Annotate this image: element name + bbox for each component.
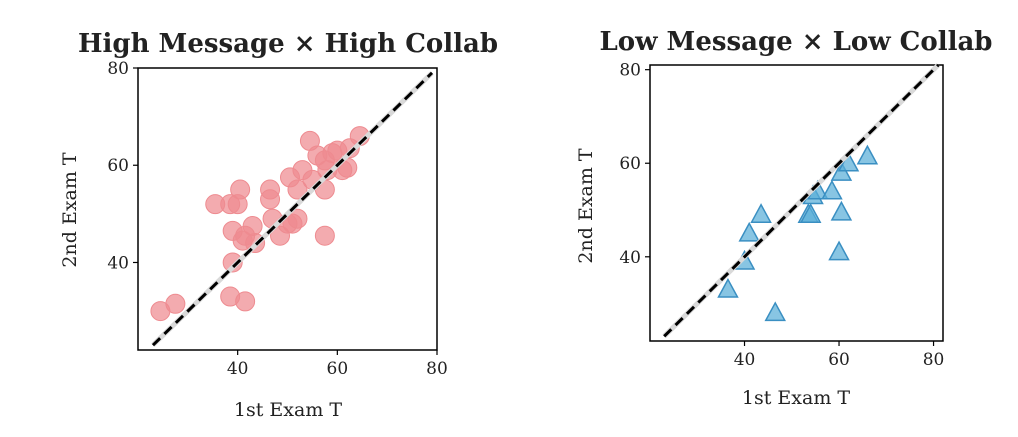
chart-1-x-tick-label: 40 [227,359,249,379]
chart-1-x-tick-label: 80 [426,359,448,379]
chart-1-y-tick-label: 40 [107,253,129,273]
chart-2-data-point [830,200,853,221]
chart-2-data-point [821,179,843,200]
chart-2-xlabel: 1st Exam T [742,387,850,409]
chart-1-data-point [222,252,243,273]
chart-2-ylabel: 2nd Exam T [575,148,597,263]
chart-2-x-tick-label: 80 [923,350,945,370]
chart-2-y-tick-label: 80 [619,61,641,81]
chart-2-plot: 40 60 80 40 60 80 [619,61,944,370]
chart-2-data-point [738,221,761,242]
chart-1-data-point [165,293,186,314]
chart-2-data-point [764,301,786,322]
chart-1-xlabel: 1st Exam T [234,399,342,421]
chart-1-data-point [260,189,281,210]
chart-2-data-point [717,277,739,298]
chart-1-reference-line [151,71,434,347]
chart-2-y-tick-label: 40 [619,248,641,268]
chart-2-data-point [799,203,822,223]
chart-1-x-tick-label: 60 [327,359,349,379]
chart-1-frame [137,67,438,351]
chart-1-data-point [230,179,251,200]
chart-2-data-point [856,144,879,165]
chart-2-data-point [750,203,772,223]
chart-1-ylabel: 2nd Exam T [59,152,81,267]
chart-1-data-point [314,225,335,246]
chart-2-frame [649,64,944,342]
chart-2-y-tick-label: 60 [619,154,641,174]
chart-2-data-point [828,240,850,261]
chart-2-reference-line [663,63,940,338]
chart-1-y-tick-label: 60 [107,156,129,176]
chart-1-plot: 40 60 80 40 60 80 [107,59,447,379]
chart-2-title: Low Message × Low Collab [600,27,993,57]
chart-2-x-tick-label: 40 [734,350,756,370]
chart-1-title: High Message × High Collab [78,29,498,59]
chart-2-x-tick-label: 60 [828,350,850,370]
chart-1-y-tick-label: 80 [107,59,129,79]
chart-1-data-point [235,291,256,312]
chart-1-data-point [242,216,263,237]
chart-1-data-point [287,208,308,229]
chart-1-data-point [287,179,308,200]
